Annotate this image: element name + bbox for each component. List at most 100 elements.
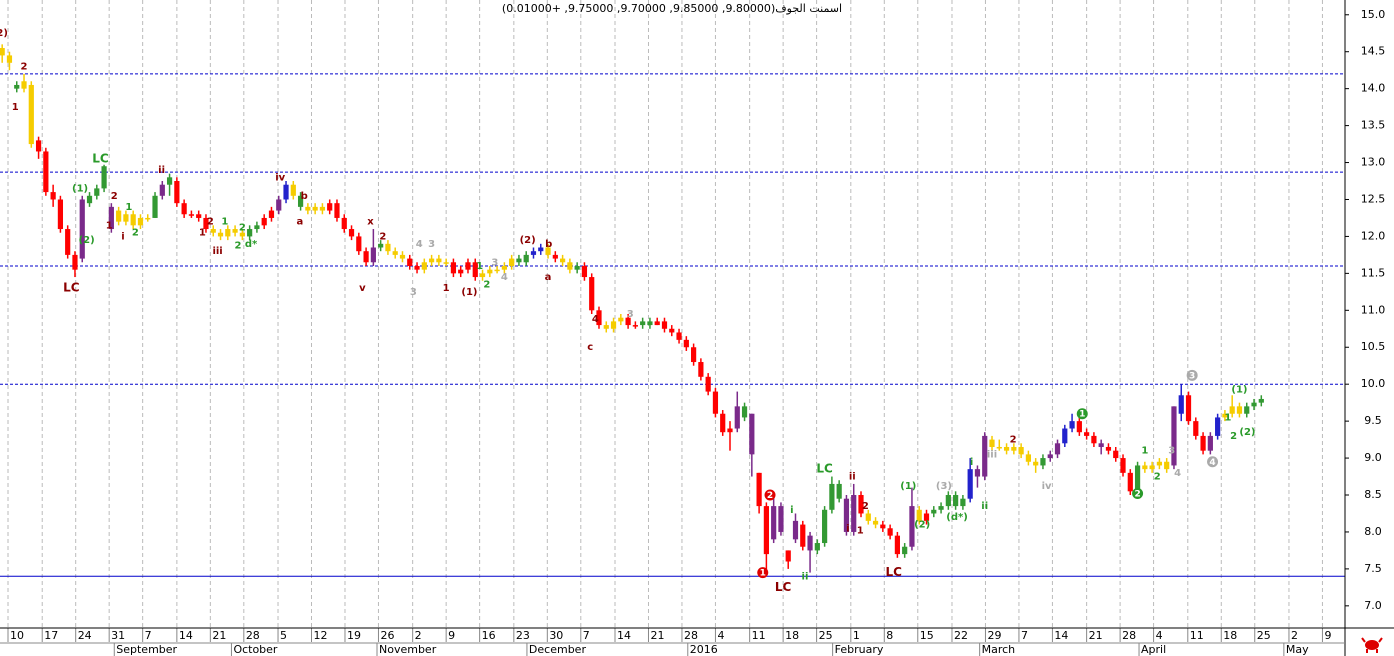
candle-body bbox=[865, 513, 871, 521]
candle-body bbox=[1171, 406, 1177, 466]
candle-body bbox=[385, 243, 391, 252]
x-tick-label: 12 bbox=[314, 629, 328, 642]
x-tick-label: 18 bbox=[785, 629, 799, 642]
y-tick-label: 11.5 bbox=[1361, 266, 1386, 279]
annotation: 2 bbox=[132, 228, 139, 239]
candle-body bbox=[763, 506, 769, 555]
annotation: 1 bbox=[443, 283, 450, 294]
x-tick-label: 11 bbox=[1190, 629, 1204, 642]
y-tick-label: 9.0 bbox=[1364, 451, 1382, 464]
annotation: 2 bbox=[1154, 472, 1161, 483]
annotation: ii bbox=[981, 501, 988, 512]
month-label: April bbox=[1141, 643, 1166, 656]
candle-body bbox=[21, 81, 27, 89]
month-label: May bbox=[1286, 643, 1309, 656]
annotation: (1) bbox=[72, 183, 88, 194]
candle-body bbox=[647, 321, 653, 326]
annotation-circle bbox=[1186, 369, 1198, 381]
candle-body bbox=[487, 269, 493, 274]
x-tick-label: 15 bbox=[920, 629, 934, 642]
candle-body bbox=[1156, 461, 1163, 466]
candle-body bbox=[421, 262, 427, 270]
candle-body bbox=[14, 84, 20, 89]
annotation: i bbox=[121, 231, 124, 242]
candle-body bbox=[516, 258, 522, 263]
month-label: November bbox=[379, 643, 437, 656]
x-tick-label: 17 bbox=[44, 629, 58, 642]
candle-body bbox=[1178, 395, 1184, 414]
x-tick-label: 10 bbox=[10, 629, 24, 642]
x-tick-label: 21 bbox=[1089, 629, 1103, 642]
annotation: d* bbox=[245, 239, 258, 250]
annotation: i bbox=[790, 505, 793, 516]
candle-body bbox=[1120, 458, 1126, 473]
candle-body bbox=[1098, 443, 1104, 447]
candle-body bbox=[712, 391, 719, 414]
candle-body bbox=[436, 258, 442, 263]
annotation: LC bbox=[886, 565, 903, 579]
x-tick-label: 16 bbox=[482, 629, 496, 642]
y-tick-label: 14.0 bbox=[1361, 82, 1386, 95]
candle-body bbox=[931, 509, 937, 514]
annotation: 1 bbox=[12, 102, 19, 113]
candle-body bbox=[1258, 398, 1264, 403]
annotation: 1 bbox=[221, 217, 228, 228]
annotation: LC bbox=[92, 151, 109, 165]
candle-body bbox=[632, 325, 638, 327]
candle-body bbox=[996, 446, 1002, 449]
candle-body bbox=[523, 254, 529, 263]
annotation: 3 bbox=[627, 309, 634, 320]
candle-body bbox=[363, 251, 369, 263]
x-tick-label: 19 bbox=[347, 629, 361, 642]
candle-body bbox=[50, 192, 56, 200]
candle-body bbox=[217, 232, 224, 237]
candle-body bbox=[509, 258, 515, 266]
candle-body bbox=[756, 472, 762, 507]
candle-body bbox=[196, 214, 202, 218]
annotation: 2 bbox=[1134, 490, 1140, 500]
candle-body bbox=[982, 435, 988, 477]
candle-body bbox=[1069, 421, 1075, 429]
annotation: ii bbox=[849, 472, 856, 483]
x-tick-label: 2 bbox=[1291, 629, 1298, 642]
annotation: 4 bbox=[1174, 468, 1181, 479]
y-tick-label: 12.5 bbox=[1361, 192, 1386, 205]
annotation: 4 bbox=[592, 314, 599, 325]
annotation: a bbox=[545, 272, 552, 283]
x-tick-label: 28 bbox=[684, 629, 698, 642]
candle-body bbox=[28, 84, 34, 145]
x-tick-label: 28 bbox=[246, 629, 260, 642]
candle-body bbox=[749, 413, 755, 455]
annotation: (2) bbox=[79, 235, 95, 246]
candle-body bbox=[1244, 406, 1250, 414]
candle-body bbox=[909, 506, 915, 547]
candle-body bbox=[916, 509, 922, 521]
annotation: iv bbox=[275, 172, 285, 183]
candle-body bbox=[843, 498, 850, 532]
candle-body bbox=[407, 258, 413, 266]
candle-body bbox=[836, 483, 842, 499]
candle-body bbox=[1047, 454, 1053, 459]
candle-body bbox=[967, 469, 973, 499]
candle-body bbox=[771, 506, 777, 540]
candle-body bbox=[640, 321, 646, 326]
annotation: 1 bbox=[857, 525, 864, 536]
x-tick-label: 25 bbox=[1257, 629, 1271, 642]
candle-body bbox=[305, 206, 311, 211]
candle-body bbox=[538, 247, 544, 252]
candle-body bbox=[57, 199, 64, 230]
candle-body bbox=[101, 166, 107, 189]
annotation: 3 bbox=[428, 239, 435, 250]
candle-body bbox=[494, 269, 500, 272]
y-tick-label: 7.0 bbox=[1364, 599, 1382, 612]
candle-body bbox=[65, 229, 71, 255]
candle-body bbox=[567, 262, 573, 270]
candle-body bbox=[923, 513, 930, 521]
candle-body bbox=[618, 317, 624, 322]
candle-body bbox=[1025, 454, 1032, 462]
candle-body bbox=[661, 321, 668, 329]
candle-body bbox=[1003, 446, 1010, 451]
annotation: 4 bbox=[416, 239, 423, 250]
x-tick-label: 24 bbox=[78, 629, 92, 642]
